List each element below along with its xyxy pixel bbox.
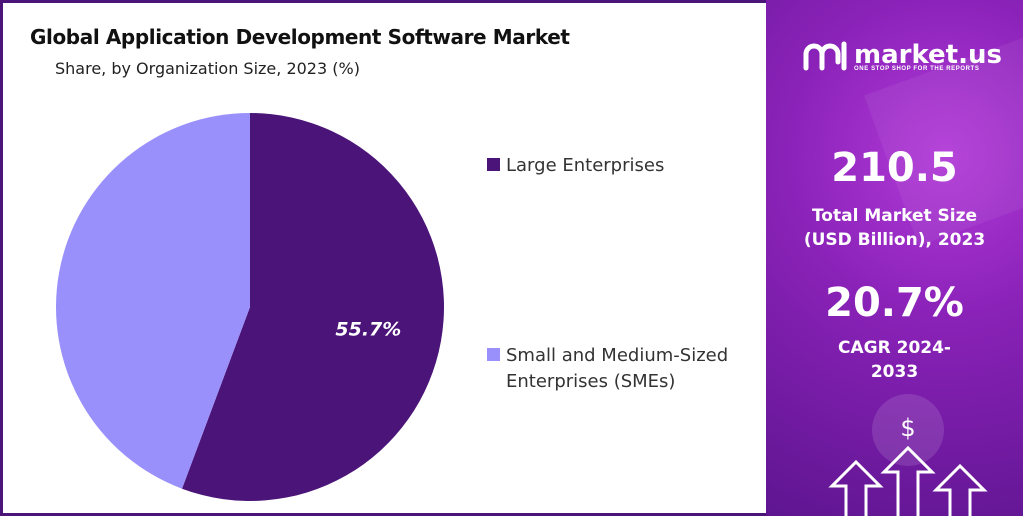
pie-chart: 55.7%: [56, 113, 445, 501]
legend-label: Large Enterprises: [506, 155, 665, 176]
rising-arrows-icon: $: [828, 394, 988, 516]
legend-swatch: [487, 348, 500, 361]
brand-name: market.us: [854, 40, 1002, 70]
market-size-value: 210.5: [831, 145, 958, 191]
pie-data-label: 55.7%: [335, 318, 401, 340]
chart-title: Global Application Development Software …: [30, 25, 570, 49]
pie-slice-large-enterprises: [181, 113, 445, 501]
chart-subtitle: Share, by Organization Size, 2023 (%): [55, 59, 360, 78]
legend-swatch: [487, 158, 500, 171]
legend-item-large-enterprises: Large Enterprises: [487, 153, 664, 179]
brand-tagline: ONE STOP SHOP FOR THE REPORTS: [854, 66, 980, 72]
legend-label: Small and Medium-Sized Enterprises (SMEs…: [506, 345, 729, 392]
dollar-symbol: $: [900, 414, 915, 442]
chart-panel: Global Application Development Software …: [0, 0, 766, 516]
market-size-label: Total Market Size (USD Billion), 2023: [803, 206, 986, 250]
brand-logo: market.us: [802, 38, 1002, 72]
cagr-label: CAGR 2024-2033: [838, 338, 951, 382]
cagr-value: 20.7%: [825, 280, 964, 326]
pie-slice-smes: [56, 113, 250, 489]
market-us-logo-icon: [803, 41, 847, 71]
legend-item-smes: Small and Medium-Sized Enterprises (SMEs…: [487, 343, 737, 395]
brand-panel: market.us ONE STOP SHOP FOR THE REPORTS …: [766, 0, 1023, 516]
